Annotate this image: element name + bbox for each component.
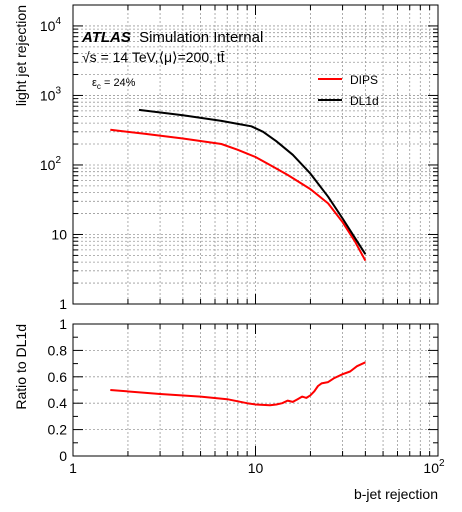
top-y-tick-label: 102 xyxy=(40,155,62,173)
legend: DIPS DL1d xyxy=(318,73,379,108)
bottom-y-tick-label: 1 xyxy=(59,316,67,332)
top-y-tick-label: 10 xyxy=(51,226,67,242)
bottom-y-tick-label: 0.6 xyxy=(48,369,68,385)
top-panel-grid xyxy=(73,4,438,304)
top-y-tick-label: 104 xyxy=(40,16,62,34)
bottom-y-tick-label: 0.4 xyxy=(48,395,68,411)
x-tick-label: 10 xyxy=(248,460,264,476)
x-tick-label: 1 xyxy=(69,460,77,476)
x-axis-label: b-jet rejection xyxy=(354,486,438,502)
chart-title: ATLAS Simulation Internal xyxy=(81,29,263,46)
series-line-ratio xyxy=(110,361,366,407)
annotation-main: ε xyxy=(92,77,97,89)
tick-labels: 1 10 102 103 104 0 0.2 0.4 0.6 0.8 1 1 10 102 xyxy=(40,16,445,476)
annotation-sub: c xyxy=(97,82,101,91)
legend-label-dips: DIPS xyxy=(350,73,378,87)
bottom-panel-frame xyxy=(72,323,439,457)
chart-subtitle: √s = 14 TeV,⟨μ⟩=200, tt̄ xyxy=(82,49,225,65)
title-rest: Simulation Internal xyxy=(139,29,263,46)
x-tick-label: 102 xyxy=(423,458,445,476)
axis-ticks xyxy=(72,4,438,457)
title-bold: ATLAS xyxy=(81,29,131,46)
bottom-y-axis-label: Ratio to DL1d xyxy=(13,324,29,410)
top-panel-frame xyxy=(72,4,439,305)
bottom-y-tick-label: 0.8 xyxy=(48,342,68,358)
bottom-panel-grid xyxy=(73,324,438,456)
bottom-y-tick-label: 0 xyxy=(59,448,67,464)
legend-label-dl1d: DL1d xyxy=(350,94,379,108)
series-line-dips xyxy=(110,128,367,262)
top-y-tick-label: 1 xyxy=(59,296,67,312)
top-y-tick-label: 103 xyxy=(40,85,62,103)
top-y-axis-label: light jet rejection xyxy=(13,5,29,106)
bottom-y-tick-label: 0.2 xyxy=(48,422,68,438)
chart-annotation: εc = 24% xyxy=(92,77,136,91)
series-lines xyxy=(110,108,367,407)
annotation-rest: = 24% xyxy=(101,77,136,89)
series-line-dl1d xyxy=(138,108,367,255)
